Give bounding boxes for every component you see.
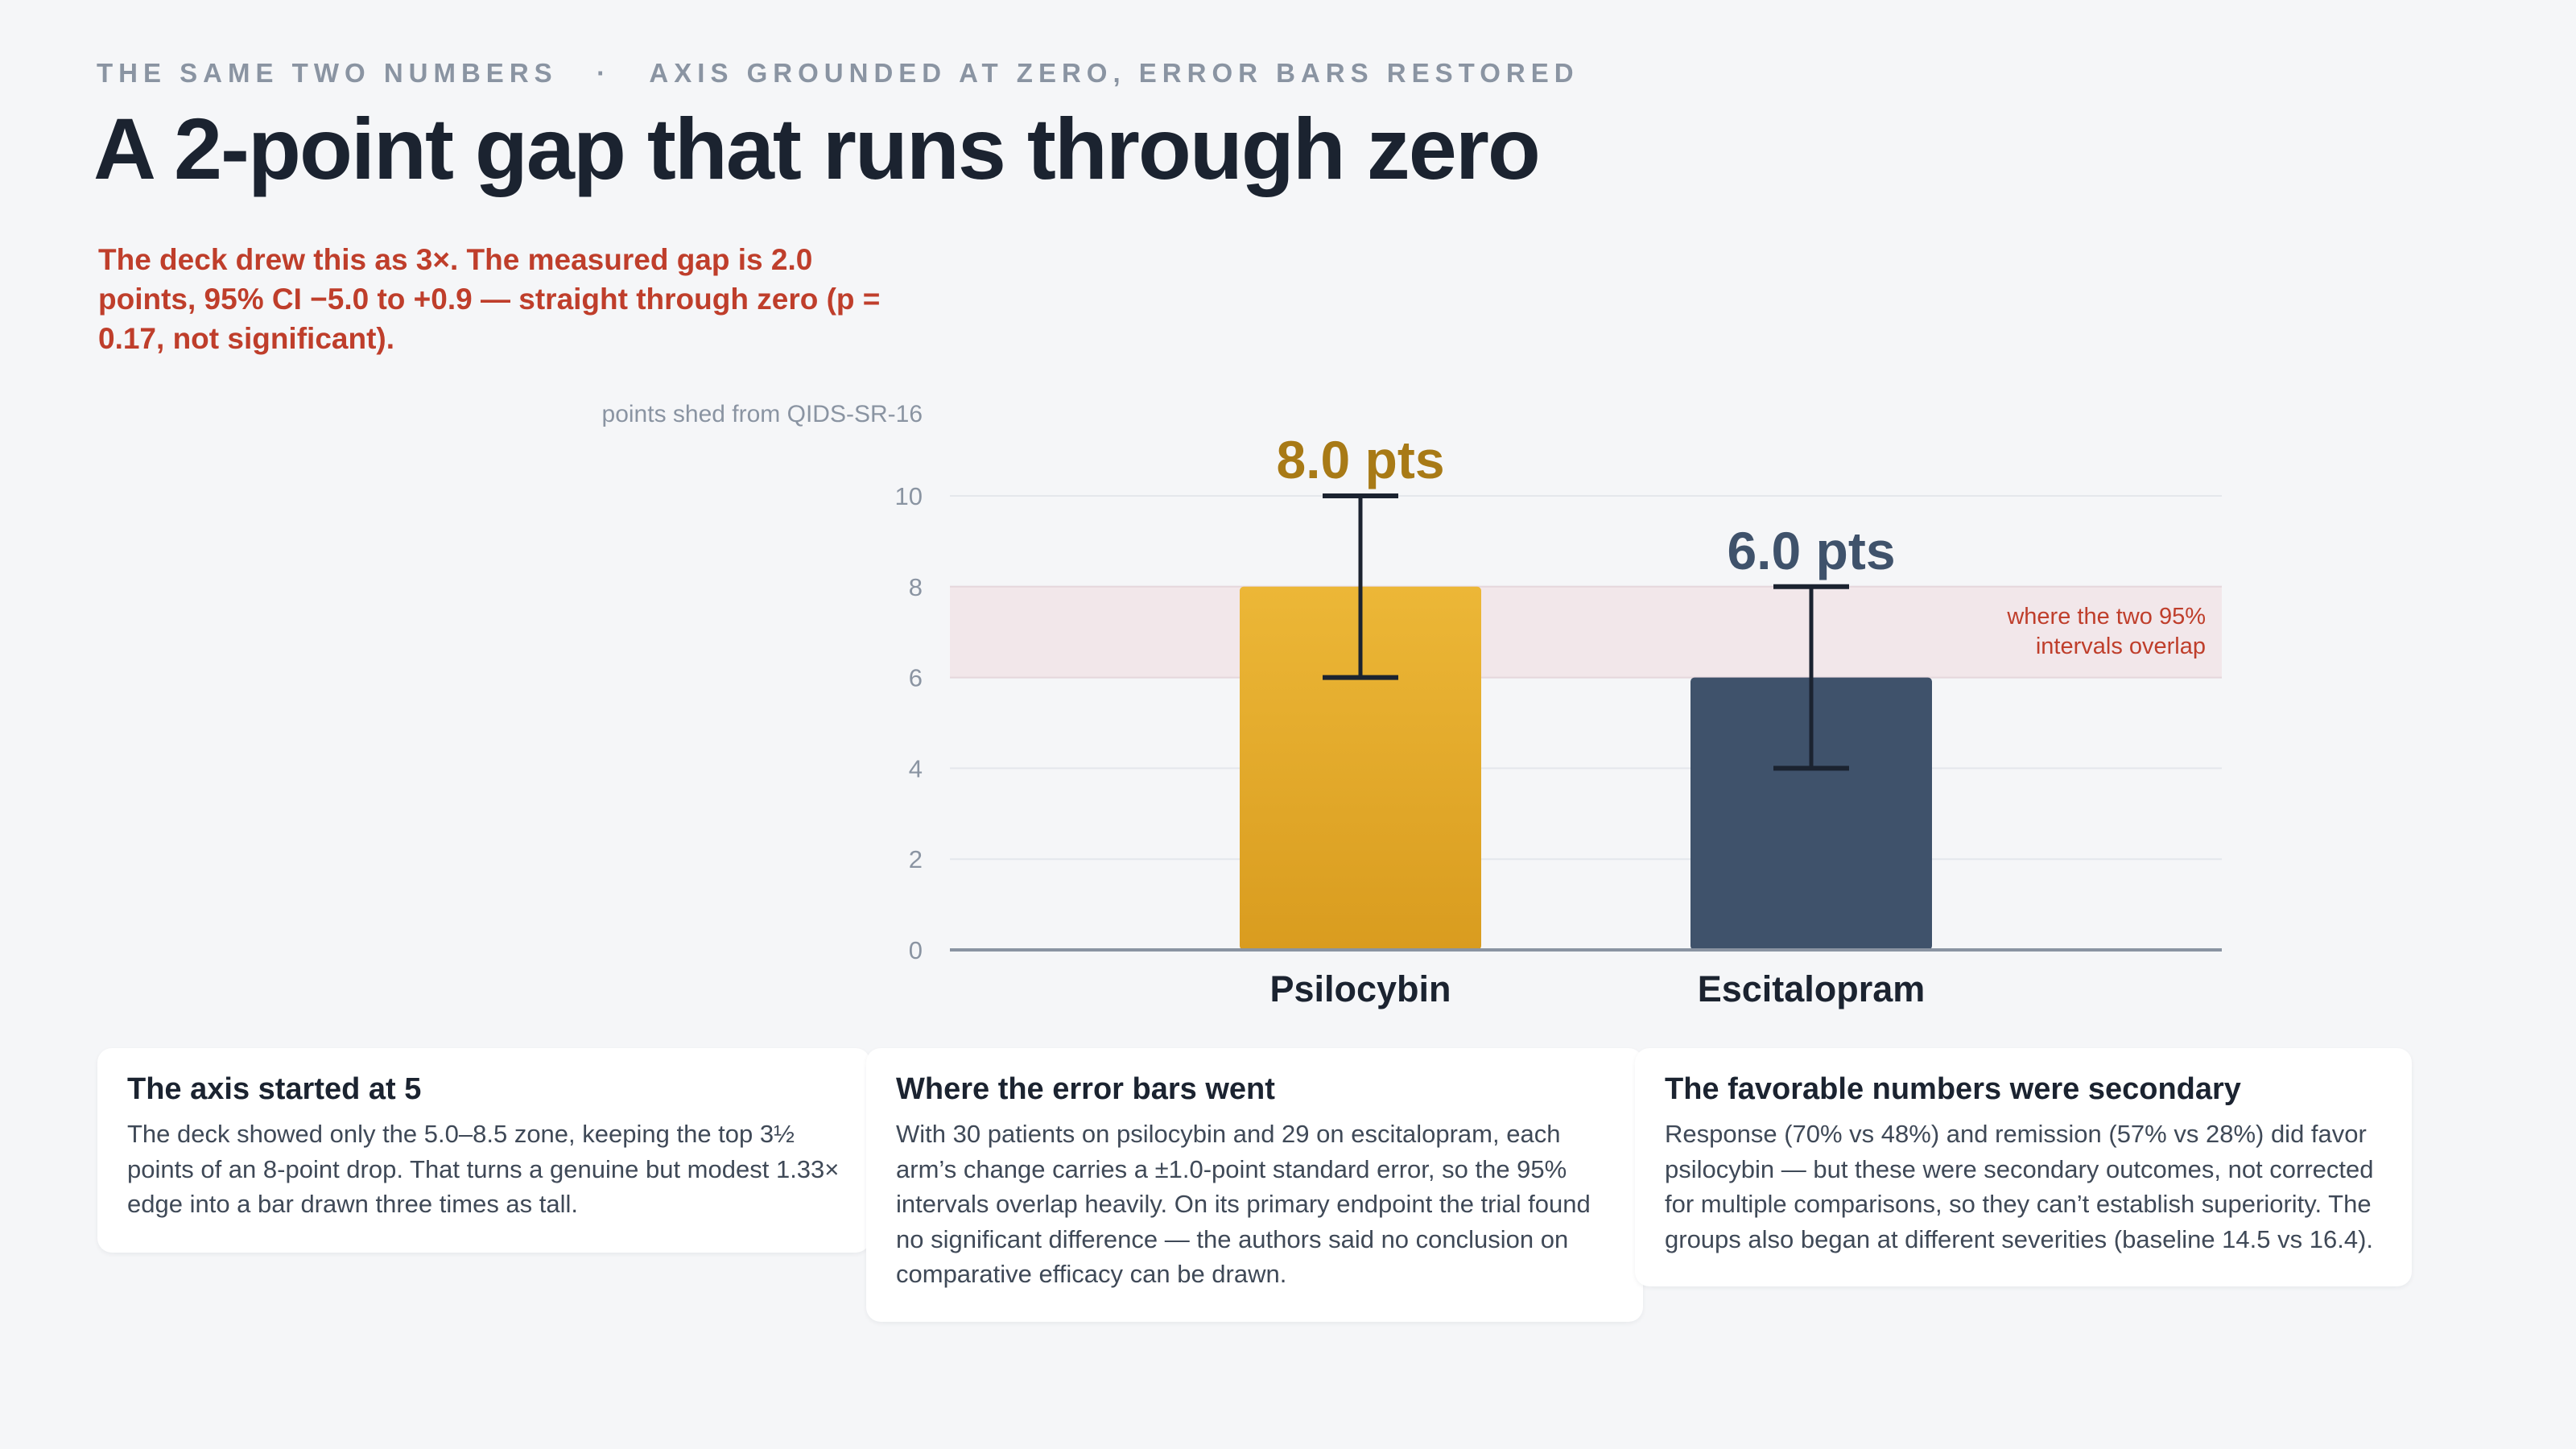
info-card-axis: The axis started at 5 The deck showed on…	[97, 1048, 870, 1253]
overlap-band-label: where the two 95%	[2006, 604, 2206, 630]
x-category-label: Psilocybin	[1269, 968, 1451, 1009]
y-tick-label: 2	[909, 845, 923, 873]
card-title: The favorable numbers were secondary	[1665, 1072, 2241, 1106]
y-tick-label: 0	[909, 936, 923, 964]
y-tick-label: 4	[909, 754, 923, 782]
y-tick-label: 6	[909, 664, 923, 692]
card-body: The deck showed only the 5.0–8.5 zone, k…	[127, 1120, 840, 1218]
data-label: 6.0 pts	[1727, 521, 1895, 580]
card-body: Response (70% vs 48%) and remission (57%…	[1665, 1120, 2374, 1253]
x-category-label: Escitalopram	[1698, 968, 1926, 1009]
bar-psilocybin	[1240, 586, 1481, 950]
info-card-error-bars: Where the error bars went With 30 patien…	[866, 1048, 1643, 1322]
y-tick-label: 8	[909, 573, 923, 601]
info-card-secondary: The favorable numbers were secondary Res…	[1635, 1048, 2412, 1286]
y-tick-label: 10	[895, 482, 923, 510]
lede-callout: The deck drew this as 3×. The measured g…	[98, 243, 881, 355]
overlap-band	[950, 586, 2222, 678]
card-body: With 30 patients on psilocybin and 29 on…	[896, 1120, 1591, 1288]
y-axis-label: points shed from QIDS-SR-16	[602, 401, 923, 427]
bar-escitalopram	[1690, 677, 1932, 950]
page-title: A 2-point gap that runs through zero	[93, 100, 1541, 197]
overlap-band-label: intervals overlap	[2036, 634, 2206, 659]
kicker: THE SAME TWO NUMBERS · AXIS GROUNDED AT …	[97, 58, 1579, 88]
data-label: 8.0 pts	[1276, 430, 1444, 489]
card-title: Where the error bars went	[896, 1072, 1275, 1106]
bar-chart: points shed from QIDS-SR-16 0 2 4 6 8 10 wher…	[602, 401, 2222, 1009]
card-title: The axis started at 5	[127, 1072, 422, 1106]
